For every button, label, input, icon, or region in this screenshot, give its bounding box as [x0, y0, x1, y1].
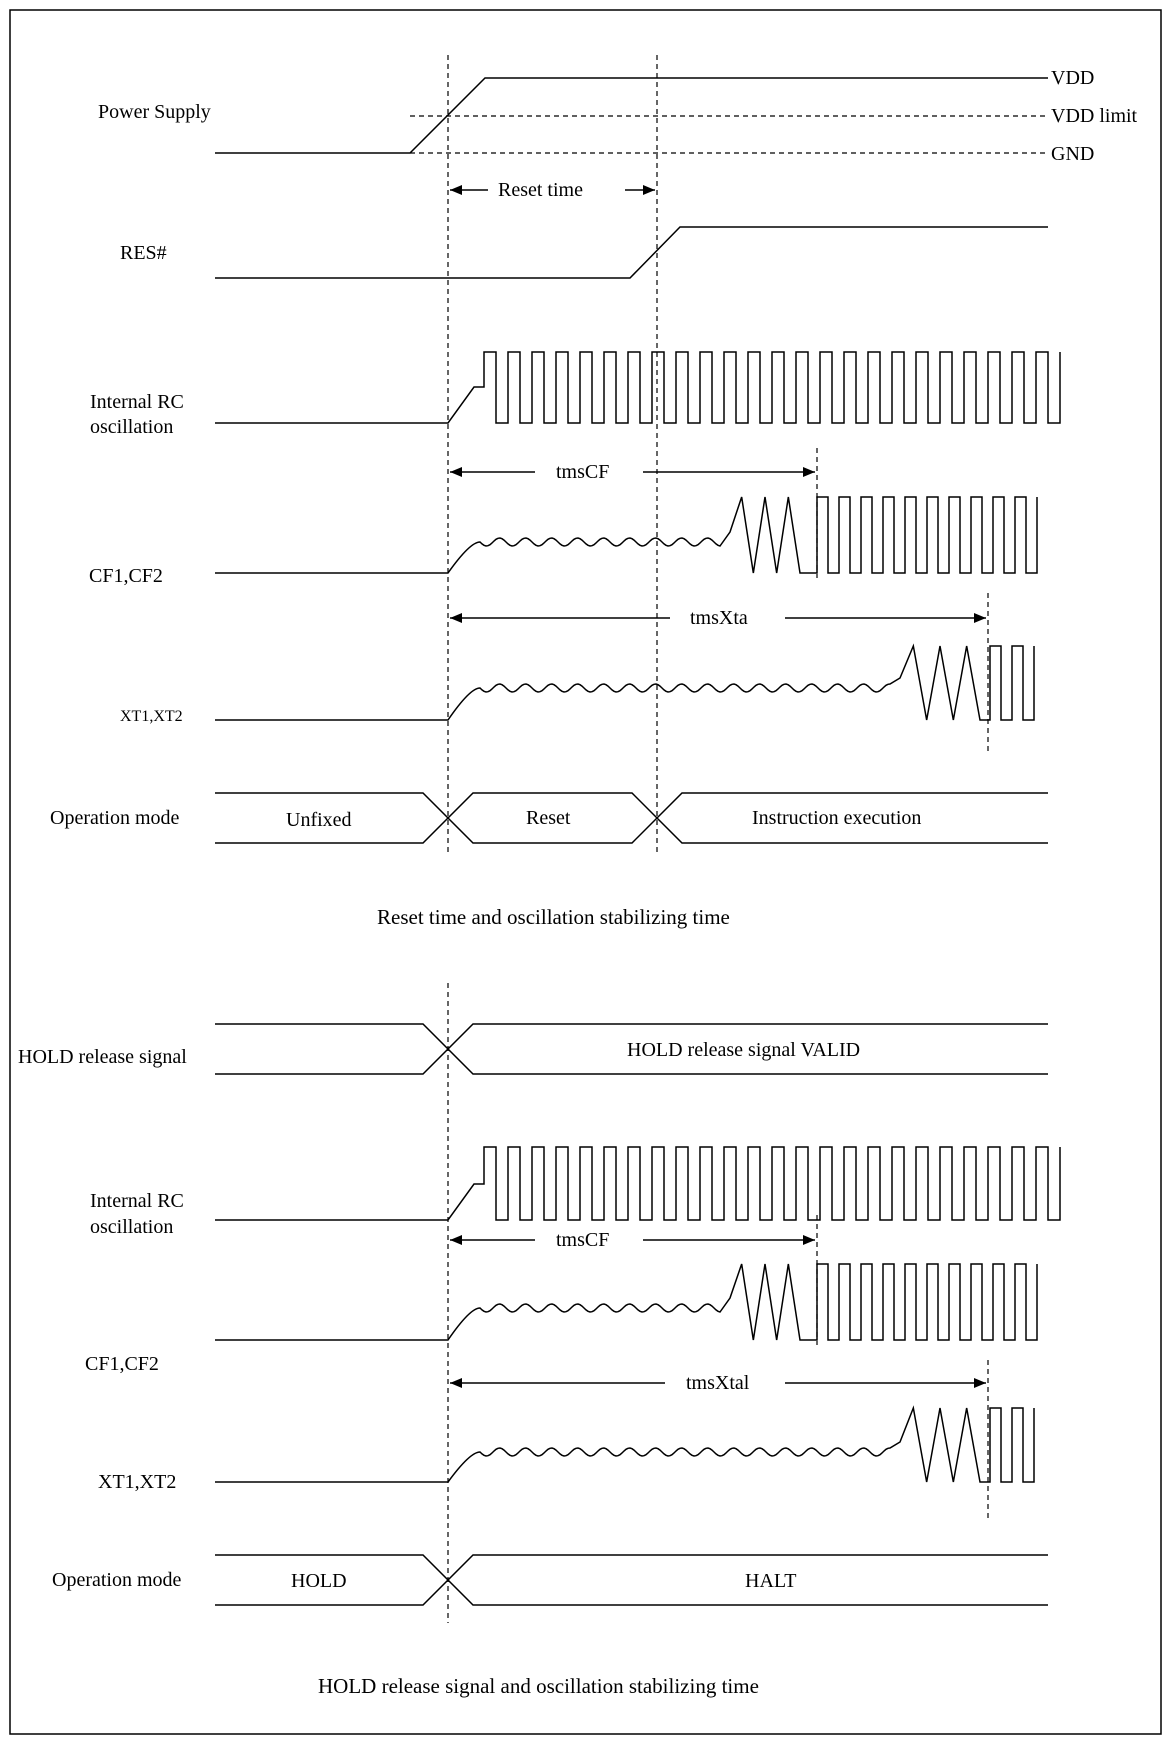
rc-label-line1-2: Internal RC [90, 1190, 184, 1212]
rc-label-line1: Internal RC [90, 391, 184, 413]
reset-time-label: Reset time [498, 179, 583, 201]
power-supply-label: Power Supply [98, 101, 211, 123]
tmscf-label: tmsCF [556, 461, 609, 483]
opmode-bus-bottom [215, 792, 1048, 844]
xt-label: XT1,XT2 [120, 708, 183, 725]
rc-oscillation-waveform [215, 351, 1061, 424]
res-waveform [215, 226, 1048, 279]
cf-waveform-2 [215, 1263, 1038, 1341]
rc-oscillation-waveform-2 [215, 1146, 1061, 1221]
vdd-limit-label: VDD limit [1051, 105, 1138, 127]
vdd-label: VDD [1051, 67, 1094, 89]
res-label: RES# [120, 242, 167, 264]
gnd-label: GND [1051, 143, 1094, 165]
opmode-label-2: Operation mode [52, 1569, 182, 1591]
tmsxtal-arrow [450, 1378, 986, 1388]
tmscf-arrow [450, 467, 815, 477]
opmode-state-reset: Reset [526, 807, 571, 829]
tmscf-label-2: tmsCF [556, 1229, 609, 1251]
hold-signal-label: HOLD release signal [18, 1046, 187, 1068]
hold-signal-valid: HOLD release signal VALID [627, 1039, 860, 1061]
opmode-state-hold: HOLD [291, 1570, 347, 1592]
xt-waveform-2 [215, 1405, 1035, 1483]
cf-label-2: CF1,CF2 [85, 1353, 159, 1375]
tmsxta-label: tmsXta [690, 607, 748, 629]
diagram-reset: Power Supply VDD VDD limit GND Reset tim… [50, 55, 1138, 929]
caption-reset: Reset time and oscillation stabilizing t… [377, 905, 730, 929]
cf-label: CF1,CF2 [89, 565, 163, 587]
tmscf-arrow-2 [450, 1235, 815, 1245]
opmode-state-unfixed: Unfixed [286, 809, 352, 831]
rc-label-line2: oscillation [90, 416, 173, 438]
xt-waveform [215, 643, 1035, 721]
opmode-state-instruction-execution: Instruction execution [752, 807, 921, 829]
opmode-bus-bottom-2 [215, 1554, 1048, 1606]
opmode-bus-top [215, 792, 1048, 844]
caption-hold: HOLD release signal and oscillation stab… [318, 1674, 759, 1698]
rc-label-line2-2: oscillation [90, 1216, 173, 1238]
diagram-hold: HOLD release signal HOLD release signal … [18, 983, 1061, 1698]
opmode-label: Operation mode [50, 807, 180, 829]
xt-label-2: XT1,XT2 [98, 1471, 176, 1493]
page-frame [9, 9, 1162, 1735]
cf-waveform [215, 496, 1038, 574]
tmsxtal-label: tmsXtal [686, 1372, 750, 1394]
hold-signal-bus-bottom [215, 1023, 1048, 1075]
opmode-state-halt: HALT [745, 1570, 796, 1592]
reset-time-arrow [450, 185, 655, 195]
tmsxta-arrow [450, 613, 986, 623]
